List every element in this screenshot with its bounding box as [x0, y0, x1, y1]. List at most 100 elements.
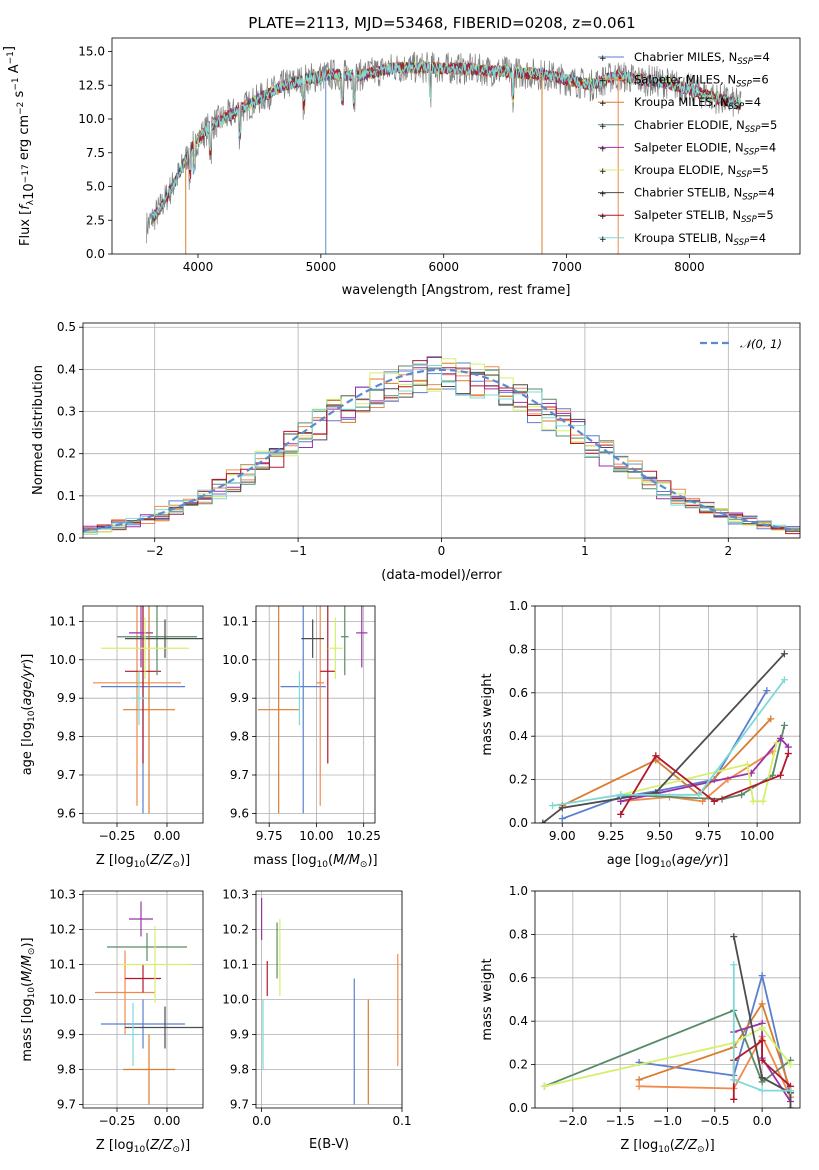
legend-label: 𝒩(0, 1) [740, 337, 782, 351]
y-tick-label: 5.0 [86, 180, 105, 194]
series-chabrier-stelib [539, 650, 788, 823]
series-point [730, 933, 738, 941]
x-tick-label: 9.50 [646, 829, 673, 843]
y-tick-label: 10.1 [222, 958, 249, 972]
series-point [617, 791, 625, 799]
panel-spectrum: 4000 5000 6000 7000 8000 0.0 2.5 5.0 7.5 10.0 12.5… [2, 37, 801, 298]
errorbar-kroupa-miles [123, 1034, 175, 1105]
series-point [652, 752, 660, 760]
series-line [544, 1009, 792, 1088]
errorbar-kroupa-stelib [127, 1003, 139, 1066]
series-line [732, 964, 791, 1092]
histogram-kroupa-stelib [83, 363, 800, 533]
y-tick-label: 0.6 [509, 971, 528, 985]
y-axis-label: mass [log10(M/M⊙)] [20, 937, 37, 1061]
x-tick-label: 0.00 [154, 829, 181, 843]
legend-label: Kroupa STELIB, NSSP=4 [634, 231, 766, 248]
panel-age-vs-Z: −0.25 0.00 9.6 9.7 9.8 9.9 10.0 10.1 Z [log10(Z/… [20, 605, 204, 870]
x-tick-label: 9.25 [598, 829, 625, 843]
x-tick-label: 9.75 [695, 829, 722, 843]
y-tick-label: 10.1 [49, 614, 76, 628]
x-tick-label: 10.25 [346, 829, 380, 843]
y-tick-label: 9.8 [57, 1063, 76, 1077]
series-point [549, 802, 557, 810]
series-point [758, 1000, 766, 1008]
errorbar-chabrier-miles [101, 999, 185, 1049]
y-tick-label: 0.5 [57, 320, 76, 334]
plot-area [539, 650, 792, 823]
legend-label: Chabrier MILES, NSSP=4 [634, 50, 770, 67]
series-point [539, 819, 547, 823]
y-tick-label: 0.8 [509, 927, 528, 941]
y-tick-label: 9.8 [230, 730, 249, 744]
y-tick-label: 0.3 [57, 405, 76, 419]
y-tick-label: 0.0 [86, 247, 105, 261]
series-point [780, 721, 788, 729]
series-salpeter-stelib [617, 750, 792, 818]
y-tick-label: 15.0 [78, 45, 105, 59]
errorbar-salpeter-elodie [129, 901, 153, 937]
y-tick-label: 0.2 [57, 447, 76, 461]
series-point [784, 743, 792, 751]
series-line [561, 718, 772, 807]
errorbar-kroupa-elodie [101, 617, 189, 679]
figure-title: PLATE=2113, MJD=53468, FIBERID=0208, z=0… [248, 14, 635, 32]
errorbar-salpeter-miles [93, 606, 181, 806]
errorbar-chabrier-stelib [125, 1006, 203, 1049]
series-point [758, 972, 766, 980]
errorbar-chabrier-stelib [125, 619, 203, 658]
normal-curve [83, 368, 798, 532]
y-tick-label: 9.9 [57, 691, 76, 705]
series-point [617, 810, 625, 818]
x-tick-label: −2.0 [558, 1114, 587, 1128]
x-tick-label: 9.75 [256, 829, 283, 843]
legend-marker: + [599, 144, 607, 154]
axes-frame [82, 605, 204, 824]
errorbar-kroupa-miles [257, 606, 300, 814]
plot-area [95, 901, 203, 1105]
series-point [787, 1061, 795, 1069]
y-tick-label: 10.3 [49, 888, 76, 902]
y-tick-label: 9.6 [57, 806, 76, 820]
plot-area [257, 606, 368, 814]
y-tick-label: 9.6 [230, 806, 249, 820]
panel-mass-vs-ebv: 0.0 0.1 9.7 9.8 9.9 10.0 10.1 10.2 10.3 E(B-V) [222, 888, 411, 1153]
y-axis-label: Normed distribution [31, 365, 46, 495]
errorbar-kroupa-elodie [327, 617, 343, 679]
y-tick-label: 9.7 [230, 1098, 249, 1112]
axes-frame [111, 37, 801, 255]
plot-area [146, 51, 742, 254]
legend-marker: + [599, 99, 607, 109]
series-line [542, 653, 786, 823]
y-axis-label: Flux [fλ10−17 erg cm−2 s−1 A−1] [2, 46, 37, 246]
errorbar-chabrier-elodie [107, 933, 187, 961]
panel-residuals: −2 −1 0 1 2 0.0 0.1 0.2 0.3 0.4 0.5 𝒩(0, 1) (data-mo… [31, 320, 801, 583]
y-tick-label: 9.7 [230, 768, 249, 782]
panel-mass-vs-Z: −0.25 0.00 9.7 9.8 9.9 10.0 10.1 10.2 10.3 Z [log… [20, 888, 204, 1155]
x-tick-label: 7000 [551, 260, 582, 274]
y-tick-label: 9.9 [57, 1028, 76, 1042]
series-point [780, 650, 788, 658]
legend-label: Salpeter MILES, NSSP=6 [634, 73, 769, 90]
x-tick-label: 0.0 [252, 1114, 271, 1128]
legend-marker: + [599, 122, 607, 132]
y-tick-label: 0.2 [509, 773, 528, 787]
x-tick-label: 0 [438, 544, 446, 558]
series-point [558, 804, 566, 812]
errorbar-chabrier-elodie [341, 606, 349, 676]
y-tick-label: 1.0 [509, 599, 528, 613]
series-point [759, 797, 767, 805]
y-tick-label: 2.5 [86, 213, 105, 227]
x-tick-label: 5000 [306, 260, 337, 274]
series-kroupa-stelib [549, 676, 788, 810]
axes-frame [255, 605, 376, 824]
errorbar-chabrier-miles [280, 606, 326, 814]
y-tick-label: 9.7 [57, 768, 76, 782]
y-tick-label: 9.9 [230, 691, 249, 705]
axes-frame [82, 890, 204, 1109]
axes-frame [255, 890, 403, 1109]
series-kroupa-stelib [730, 961, 795, 1095]
x-tick-label: 4000 [183, 260, 214, 274]
series-point [767, 715, 775, 723]
legend-label: Salpeter ELODIE, NSSP=4 [634, 140, 776, 157]
